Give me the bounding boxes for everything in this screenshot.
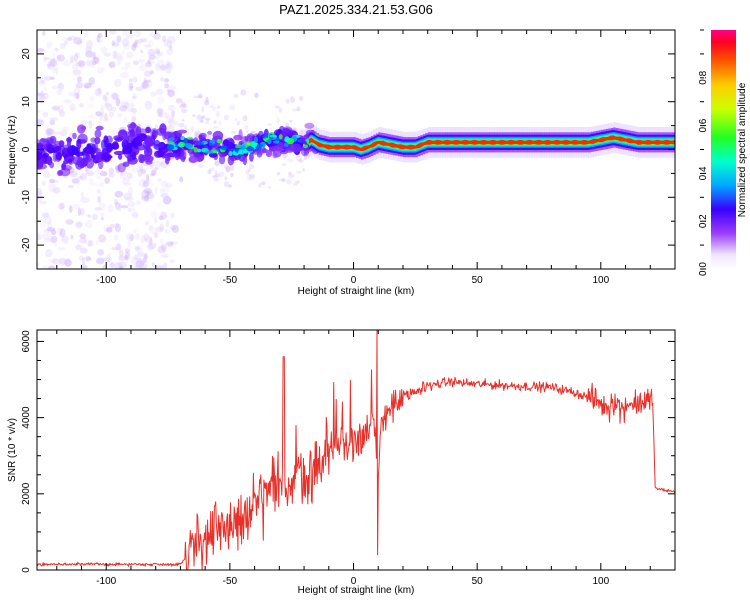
y-tick-label: 20 [21,48,32,60]
colorbar-label: Normalized spectral amplitude [737,82,748,217]
x-tick-label: -50 [223,576,238,587]
x-tick-label: 100 [592,275,609,286]
y-tick-label: 6000 [21,330,32,353]
x-tick-label: -50 [223,275,238,286]
figure-title: PAZ1.2025.334.21.53.G06 [279,2,433,17]
x-tick-label: -100 [96,275,116,286]
x-tick-label: -100 [96,576,116,587]
x-tick-label: 50 [472,275,484,286]
snr-axes: -100 -50 0 50 100 0 2000 4000 6000 [21,330,676,587]
x-tick-label: 50 [472,576,484,587]
snr-plot-area [37,330,675,570]
spectrogram-plot-area [37,30,675,269]
colorbar-tick-label: 0.2 [698,214,709,228]
colorbar-tick-label: 0.8 [698,70,709,84]
colorbar-ticks: 0.0 0.2 0.4 0.6 0.8 [698,29,709,276]
spectrogram-xlabel: Height of straight line (km) [298,286,415,297]
spectrogram-ridge [309,129,675,158]
colorbar: 0.0 0.2 0.4 0.6 0.8 Normalized spectral ampl… [698,29,748,276]
y-tick-label: 0 [21,567,32,573]
x-tick-label: 100 [592,576,609,587]
y-tick-label: 0 [21,146,32,152]
y-tick-label: -20 [21,237,32,252]
spectrogram-cores [166,132,320,157]
colorbar-tick-label: 0.0 [698,262,709,276]
y-tick-label: 2000 [21,482,32,505]
y-tick-label: -10 [21,190,32,205]
y-tick-label: 4000 [21,406,32,429]
colorbar-tick-label: 0.6 [698,118,709,132]
x-tick-label: 0 [351,576,357,587]
colorbar-tick-label: 0.4 [698,166,709,180]
snr-ylabel: SNR (10 * v/v) [7,418,18,482]
snr-series-line [37,330,675,570]
snr-panel: -100 -50 0 50 100 0 2000 4000 6000 Height of str… [7,329,676,596]
y-tick-label: 10 [21,96,32,108]
snr-xlabel: Height of straight line (km) [298,585,415,596]
spectrogram-ylabel: Frequency (Hz) [7,116,18,185]
snr-frame [36,329,676,571]
x-tick-label: 0 [351,275,357,286]
colorbar-scale [711,30,736,269]
